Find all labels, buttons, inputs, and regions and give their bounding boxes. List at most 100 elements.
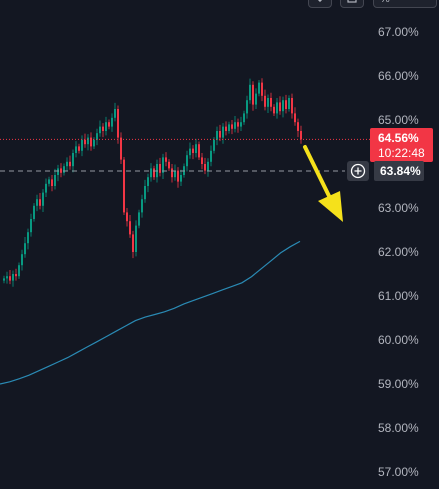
candle-body [138, 212, 140, 226]
y-tick-label: 60.00% [378, 333, 419, 347]
y-tick-label: 63.00% [378, 201, 419, 215]
candle-body [21, 254, 23, 266]
candle-body [189, 148, 191, 156]
candle-body [300, 131, 302, 140]
candle-body [195, 144, 197, 153]
y-tick-label: 66.00% [378, 69, 419, 83]
candle-body [174, 170, 176, 178]
candle-body [15, 274, 17, 277]
candle-body [222, 126, 224, 138]
chevron-down-icon[interactable] [308, 0, 332, 8]
y-tick-label: 59.00% [378, 377, 419, 391]
candle-body [198, 144, 200, 158]
candle-body [201, 157, 203, 164]
add-alert-button[interactable] [347, 161, 369, 181]
y-tick-label: 61.00% [378, 289, 419, 303]
candle-body [216, 131, 218, 140]
candle-body [102, 126, 104, 131]
candle-body [153, 168, 155, 178]
candle-body [144, 186, 146, 200]
candle-body [159, 164, 161, 173]
bar-countdown: 10:22:48 [378, 146, 425, 160]
candle-body [99, 126, 101, 134]
candle-body [192, 148, 194, 153]
candle-body [150, 168, 152, 178]
candle-body [66, 161, 68, 167]
candle-body [285, 100, 287, 109]
percent-scale-button[interactable]: % [373, 0, 437, 8]
current-price-badge: 64.56% 10:22:48 [370, 128, 433, 162]
y-tick-label: 65.00% [378, 113, 419, 127]
candle-body [276, 102, 278, 114]
candle-body [63, 166, 65, 173]
candle-body [249, 84, 251, 101]
candle-body [39, 199, 41, 206]
candle-body [204, 164, 206, 171]
candle-body [90, 137, 92, 147]
candle-body [291, 98, 293, 114]
candle-body [36, 199, 38, 206]
y-tick-label: 62.00% [378, 245, 419, 259]
candle-body [129, 221, 131, 235]
y-tick-label: 67.00% [378, 25, 419, 39]
candle-body [12, 274, 14, 281]
candle-body [234, 122, 236, 129]
current-price-value: 64.56% [378, 131, 419, 145]
candle-body [246, 100, 248, 114]
percent-label: % [380, 0, 390, 5]
candle-body [135, 225, 137, 252]
plus-circle-icon [350, 163, 366, 179]
candle-body [75, 146, 77, 153]
candle-body [165, 157, 167, 162]
candle-body [42, 192, 44, 206]
candle-body [117, 109, 119, 138]
candle-body [270, 98, 272, 107]
candle-body [81, 139, 83, 151]
candle-body [225, 126, 227, 131]
candle-body [33, 205, 35, 219]
candle-body [207, 161, 209, 171]
square-icon[interactable] [340, 0, 364, 8]
candle-body [93, 139, 95, 147]
candle-body [252, 84, 254, 105]
candle-body [96, 133, 98, 140]
candle-body [123, 159, 125, 213]
candle-body [105, 122, 107, 131]
y-tick-label: 57.00% [378, 465, 419, 479]
candle-body [162, 157, 164, 173]
candle-body [9, 276, 11, 281]
y-tick-label: 58.00% [378, 421, 419, 435]
candle-body [186, 155, 188, 167]
candle-body [168, 161, 170, 169]
candle-body [87, 137, 89, 145]
candle-body [279, 102, 281, 112]
candle-body [228, 124, 230, 131]
candle-body [294, 113, 296, 123]
candle-body [213, 139, 215, 151]
moving-average-line [0, 240, 301, 385]
candle-body [219, 131, 221, 138]
candle-body [6, 276, 8, 279]
candle-body [3, 278, 5, 281]
crosshair-price-label: 63.84% [374, 161, 424, 181]
candle-body [210, 150, 212, 162]
candle-body [45, 183, 47, 193]
candle-body [297, 122, 299, 131]
candle-body [273, 106, 275, 114]
candle-body [30, 219, 32, 233]
candle-body [27, 232, 29, 244]
candle-body [108, 122, 110, 127]
candle-body [282, 100, 284, 112]
candle-body [60, 168, 62, 173]
candle-body [18, 265, 20, 277]
candle-body [288, 98, 290, 109]
candle-body [141, 199, 143, 213]
candle-body [51, 179, 53, 186]
candle-body [120, 137, 122, 160]
candle-body [126, 212, 128, 222]
candle-body [180, 175, 182, 182]
candle-body [147, 177, 149, 186]
arrow-annotation [303, 145, 343, 222]
candle-body [48, 179, 50, 184]
